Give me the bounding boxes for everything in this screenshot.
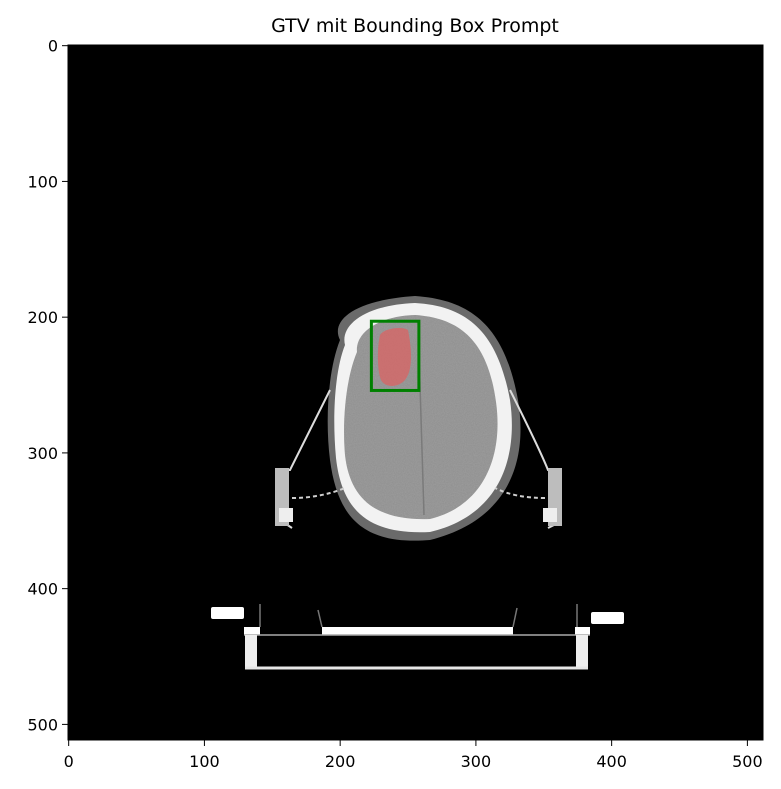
x-tick-label: 300: [461, 752, 492, 771]
figure-title: GTV mit Bounding Box Prompt: [271, 15, 559, 37]
x-tick-label: 200: [325, 752, 356, 771]
right-clamp-inner: [543, 508, 557, 522]
x-tick-label: 500: [732, 752, 763, 771]
table-left-post: [245, 635, 257, 668]
y-tick-label: 300: [27, 444, 58, 463]
y-tick-label: 0: [48, 37, 58, 56]
x-axis: 0 100 200 300 400 500: [64, 740, 763, 771]
table-left-pad: [211, 607, 244, 619]
bounding-box-prompt: [369, 319, 421, 392]
y-tick-label: 200: [27, 308, 58, 327]
ct-image: [68, 45, 763, 740]
table-top-bar: [322, 627, 513, 635]
x-tick-label: 0: [64, 752, 74, 771]
left-strap: [291, 487, 346, 499]
gtv-mask: [377, 327, 412, 386]
x-tick-label: 100: [189, 752, 220, 771]
table-right-corner: [575, 627, 590, 635]
table-right-post: [576, 635, 588, 668]
axes-frame: [67, 44, 764, 741]
y-tick-label: 500: [27, 715, 58, 734]
y-tick-label: 100: [27, 172, 58, 191]
table-right-pad: [591, 612, 624, 624]
table-left-corner: [244, 627, 260, 635]
table-right-diag: [512, 607, 518, 628]
y-axis: 0 100 200 300 400 500: [27, 37, 68, 734]
x-tick-label: 400: [596, 752, 627, 771]
y-tick-label: 400: [27, 580, 58, 599]
table-left-diag: [317, 609, 323, 628]
left-clamp-inner: [279, 508, 293, 522]
